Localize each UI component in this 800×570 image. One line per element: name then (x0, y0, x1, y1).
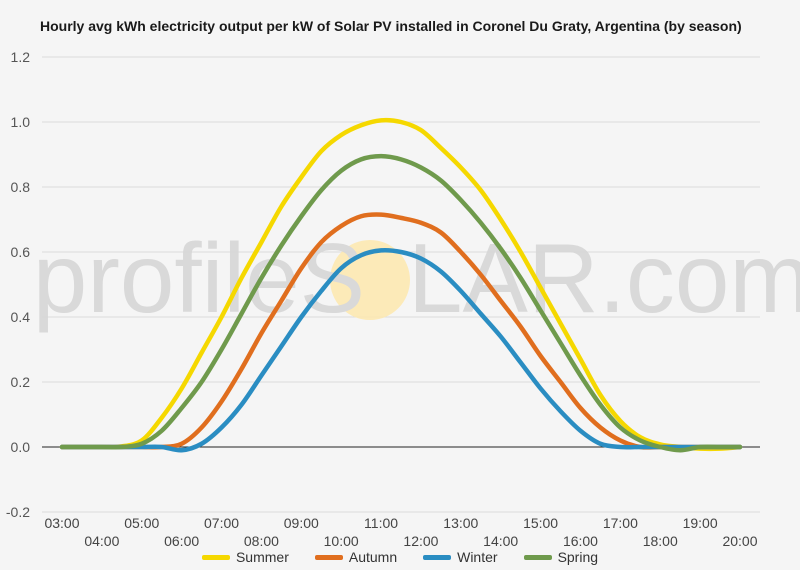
x-tick-label: 04:00 (84, 533, 119, 549)
legend-label: Autumn (348, 549, 398, 565)
legend-label: Summer (235, 549, 289, 565)
legend-item-winter: Winter (423, 549, 498, 565)
y-tick-label: -0.2 (6, 504, 30, 520)
y-axis-labels: -0.2 0.0 0.2 0.4 0.6 0.8 1.0 1.2 (6, 49, 30, 520)
y-tick-label: 0.4 (11, 309, 31, 325)
x-tick-label: 14:00 (483, 533, 518, 549)
chart-title: Hourly avg kWh electricity output per kW… (40, 18, 742, 34)
series-lines (59, 117, 743, 453)
x-tick-label: 09:00 (284, 515, 319, 531)
legend-item-spring: Spring (523, 549, 599, 565)
x-axis-labels: 03:00 04:00 05:00 06:00 07:00 08:00 09:00 10:00… (44, 515, 757, 549)
legend-swatch (423, 554, 452, 560)
legend-swatch (523, 554, 552, 560)
y-tick-label: 0.2 (11, 374, 31, 390)
series-line-winter (59, 247, 743, 453)
x-tick-label: 08:00 (244, 533, 279, 549)
legend-swatch (314, 554, 343, 560)
legend-item-summer: Summer (201, 549, 289, 565)
x-tick-label: 17:00 (603, 515, 638, 531)
x-tick-label: 20:00 (722, 533, 757, 549)
x-tick-label: 07:00 (204, 515, 239, 531)
legend-label: Winter (457, 549, 498, 565)
x-tick-label: 19:00 (683, 515, 718, 531)
x-tick-label: 15:00 (523, 515, 558, 531)
series-line-summer (59, 117, 743, 452)
x-tick-label: 18:00 (643, 533, 678, 549)
series-line-spring (59, 153, 743, 453)
legend-label: Spring (557, 549, 599, 565)
legend-swatch (201, 554, 230, 560)
y-tick-label: 0.8 (11, 179, 31, 195)
y-tick-label: 1.0 (11, 114, 31, 130)
legend-item-autumn: Autumn (314, 549, 398, 565)
x-tick-label: 12:00 (403, 533, 438, 549)
watermark-text-left: profileS (33, 223, 365, 333)
series-line-autumn (59, 212, 743, 450)
x-tick-label: 05:00 (124, 515, 159, 531)
watermark-text-right: LAR.com (408, 223, 800, 333)
x-tick-label: 06:00 (164, 533, 199, 549)
watermark: profileS LAR.com (33, 223, 800, 333)
legend: Summer Autumn Winter Spring (0, 549, 800, 565)
x-tick-label: 13:00 (443, 515, 478, 531)
y-tick-label: 0.6 (11, 244, 31, 260)
y-tick-label: 0.0 (11, 439, 31, 455)
x-tick-label: 03:00 (44, 515, 79, 531)
x-tick-label: 11:00 (364, 515, 398, 531)
x-tick-label: 10:00 (324, 533, 359, 549)
x-tick-label: 16:00 (563, 533, 598, 549)
y-tick-label: 1.2 (11, 49, 31, 65)
